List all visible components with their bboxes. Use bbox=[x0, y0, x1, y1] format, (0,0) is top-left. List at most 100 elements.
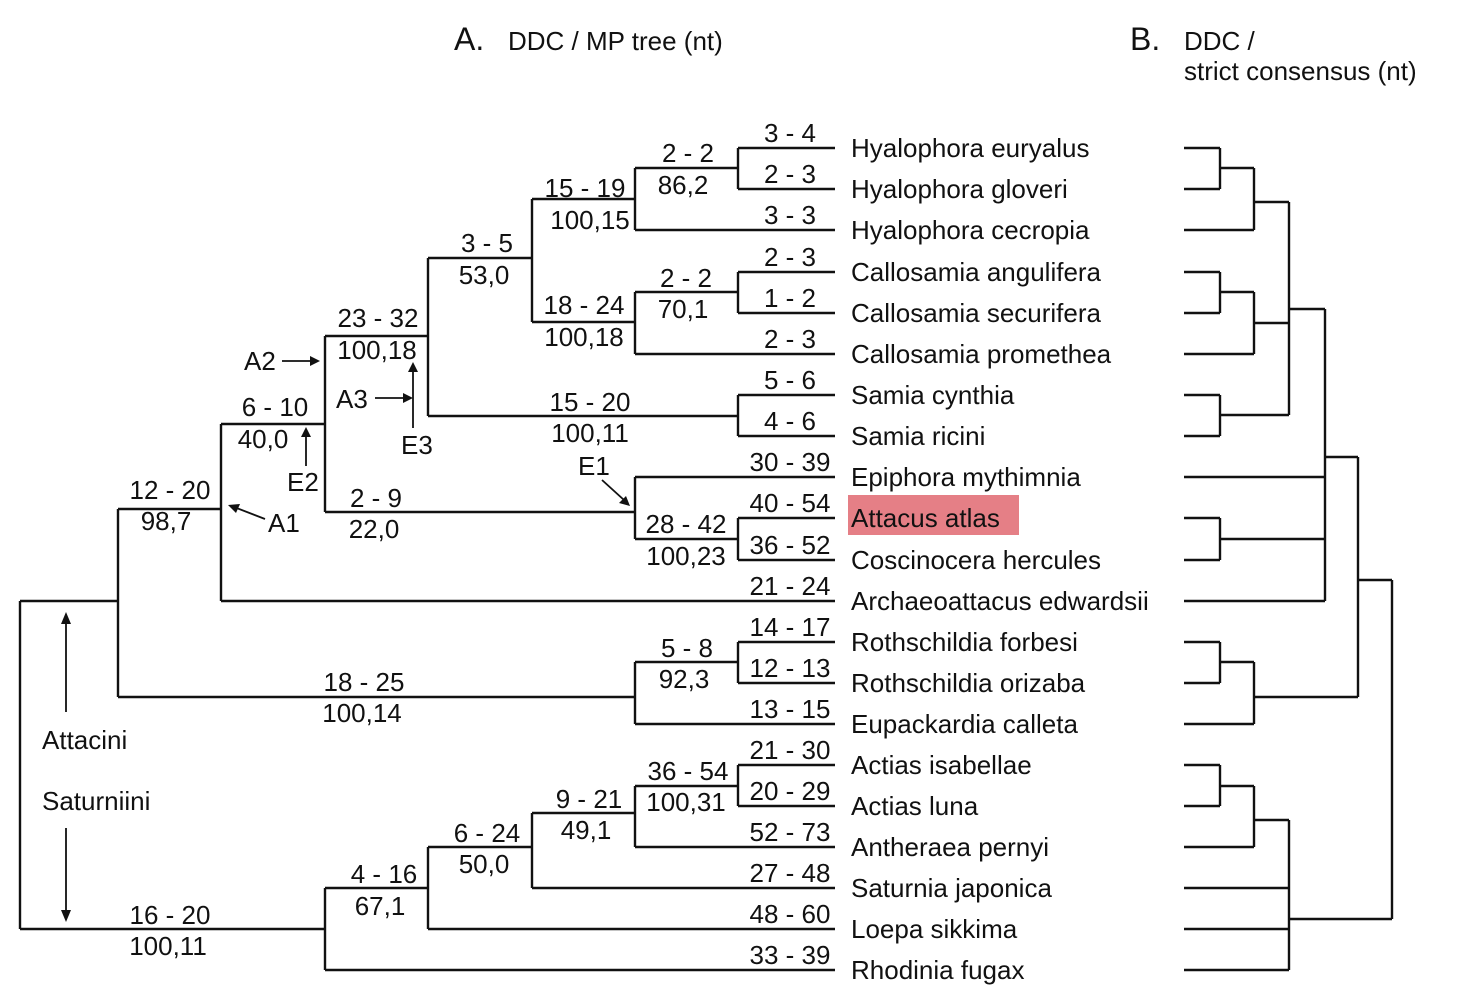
ilabel-loepa-node-bottom: 67,1 bbox=[355, 891, 406, 921]
annot-saturniini: Saturniini bbox=[42, 786, 150, 816]
ilabel-roth-branch-bottom: 100,14 bbox=[322, 698, 402, 728]
ilabel-actias-bottom: 100,31 bbox=[646, 787, 726, 817]
tlabel-18: 27 - 48 bbox=[750, 858, 831, 888]
taxon-18: Saturnia japonica bbox=[851, 873, 1052, 903]
taxon-10: Coscinocera hercules bbox=[851, 545, 1101, 575]
ilabel-callo-as-bottom: 70,1 bbox=[658, 294, 709, 324]
tlabel-13: 12 - 13 bbox=[750, 653, 831, 683]
panel-a-title-text: DDC / MP tree (nt) bbox=[508, 26, 723, 56]
ilabel-actias-top: 36 - 54 bbox=[648, 756, 729, 786]
taxon-11: Archaeoattacus edwardsii bbox=[851, 586, 1149, 616]
panel-b-title: B. DDC / strict consensus (nt) bbox=[1130, 21, 1417, 86]
taxon-2: Hyalophora cecropia bbox=[851, 215, 1090, 245]
annot-a1: A1 bbox=[268, 508, 300, 538]
ilabel-samia-bottom: 100,11 bbox=[551, 418, 629, 448]
tlabel-9: 40 - 54 bbox=[750, 488, 831, 518]
annot-attacini: Attacini bbox=[42, 725, 127, 755]
taxon-13: Rothschildia orizaba bbox=[851, 668, 1086, 698]
taxon-14: Eupackardia calleta bbox=[851, 709, 1078, 739]
tlabel-6: 5 - 6 bbox=[764, 365, 816, 395]
ilabel-n610-top: 6 - 10 bbox=[242, 392, 309, 422]
tlabel-15: 21 - 30 bbox=[750, 735, 831, 765]
ilabel-hyal-bottom: 100,15 bbox=[550, 205, 630, 235]
taxon-20: Rhodinia fugax bbox=[851, 955, 1024, 985]
ilabel-n610-bottom: 40,0 bbox=[238, 424, 289, 454]
panel-b-title-line2: strict consensus (nt) bbox=[1184, 56, 1417, 86]
annot-a2: A2 bbox=[244, 346, 276, 376]
taxon-7: Samia ricini bbox=[851, 421, 985, 451]
annot-a3: A3 bbox=[336, 384, 368, 414]
terminal-branch-labels: 3 - 4 2 - 3 3 - 3 2 - 3 1 - 2 2 - 3 5 - … bbox=[750, 118, 831, 970]
ilabel-roth-top: 5 - 8 bbox=[661, 633, 713, 663]
ilabel-hyal-gl-bottom: 86,2 bbox=[658, 170, 709, 200]
tlabel-12: 14 - 17 bbox=[750, 612, 831, 642]
taxon-0: Hyalophora euryalus bbox=[851, 133, 1089, 163]
ilabel-samia-top: 15 - 20 bbox=[550, 387, 631, 417]
taxon-15: Actias isabellae bbox=[851, 750, 1032, 780]
ilabel-attacini-top: 12 - 20 bbox=[130, 475, 211, 505]
ilabel-hyal-top: 15 - 19 bbox=[545, 173, 626, 203]
tlabel-7: 4 - 6 bbox=[764, 406, 816, 436]
tlabel-1: 2 - 3 bbox=[764, 159, 816, 189]
ilabel-eac-bottom: 100,23 bbox=[646, 541, 726, 571]
ilabel-roth-branch-top: 18 - 25 bbox=[324, 667, 405, 697]
tree-a-branches bbox=[18, 146, 835, 972]
internal-branch-labels: 2 - 2 86,2 15 - 19 100,15 3 - 5 53,0 2 -… bbox=[129, 138, 728, 961]
taxon-labels: Hyalophora euryalus Hyalophora gloveri H… bbox=[851, 133, 1149, 985]
taxon-8: Epiphora mythimnia bbox=[851, 462, 1081, 492]
tlabel-2: 3 - 3 bbox=[764, 200, 816, 230]
tlabel-17: 52 - 73 bbox=[750, 817, 831, 847]
ilabel-hyal-callo-top: 3 - 5 bbox=[461, 228, 513, 258]
ilabel-hcs-bottom: 100,18 bbox=[337, 335, 417, 365]
annot-e3: E3 bbox=[401, 430, 433, 460]
panel-a-letter: A. bbox=[454, 21, 484, 57]
attacus-highlight bbox=[848, 495, 1019, 535]
tlabel-16: 20 - 29 bbox=[750, 776, 831, 806]
ilabel-saturniini-bottom: 100,11 bbox=[129, 931, 207, 961]
tlabel-0: 3 - 4 bbox=[764, 118, 816, 148]
ilabel-eac-top: 28 - 42 bbox=[646, 509, 727, 539]
taxon-19: Loepa sikkima bbox=[851, 914, 1018, 944]
ilabel-hcs-top: 23 - 32 bbox=[338, 303, 419, 333]
ilabel-callo-top: 18 - 24 bbox=[544, 290, 625, 320]
ilabel-sat-core-top: 6 - 24 bbox=[454, 818, 521, 848]
taxon-17: Antheraea pernyi bbox=[851, 832, 1049, 862]
panel-a-title: A. DDC / MP tree (nt) bbox=[454, 21, 723, 57]
tlabel-19: 48 - 60 bbox=[750, 899, 831, 929]
taxon-5: Callosamia promethea bbox=[851, 339, 1112, 369]
taxon-4: Callosamia securifera bbox=[851, 298, 1102, 328]
tlabel-10: 36 - 52 bbox=[750, 530, 831, 560]
annotation-arrows bbox=[61, 356, 630, 922]
ilabel-hyal-callo-bottom: 53,0 bbox=[459, 260, 510, 290]
tlabel-8: 30 - 39 bbox=[750, 447, 831, 477]
tlabel-4: 1 - 2 bbox=[764, 283, 816, 313]
taxon-12: Rothschildia forbesi bbox=[851, 627, 1078, 657]
ilabel-attacini-bottom: 98,7 bbox=[141, 506, 192, 536]
ilabel-hyal-gl-top: 2 - 2 bbox=[662, 138, 714, 168]
tlabel-20: 33 - 39 bbox=[750, 940, 831, 970]
ilabel-roth-bottom: 92,3 bbox=[659, 664, 710, 694]
ilabel-eac-branch-top: 2 - 9 bbox=[350, 483, 402, 513]
ilabel-act-ant-top: 9 - 21 bbox=[556, 784, 623, 814]
ilabel-loepa-node-top: 4 - 16 bbox=[351, 859, 418, 889]
ilabel-callo-bottom: 100,18 bbox=[544, 322, 624, 352]
tlabel-5: 2 - 3 bbox=[764, 324, 816, 354]
tlabel-14: 13 - 15 bbox=[750, 694, 831, 724]
tlabel-11: 21 - 24 bbox=[750, 571, 831, 601]
ilabel-saturniini-top: 16 - 20 bbox=[130, 900, 211, 930]
taxon-3: Callosamia angulifera bbox=[851, 257, 1102, 287]
ilabel-callo-as-top: 2 - 2 bbox=[660, 263, 712, 293]
taxon-1: Hyalophora gloveri bbox=[851, 174, 1068, 204]
annotation-labels: A1 A2 A3 E2 E3 E1 Attacini Saturniini bbox=[42, 346, 610, 816]
ilabel-act-ant-bottom: 49,1 bbox=[561, 815, 612, 845]
panel-b-title-line1: DDC / bbox=[1184, 26, 1256, 56]
taxon-16: Actias luna bbox=[851, 791, 979, 821]
ilabel-sat-core-bottom: 50,0 bbox=[459, 849, 510, 879]
tlabel-3: 2 - 3 bbox=[764, 242, 816, 272]
annot-e1: E1 bbox=[578, 451, 610, 481]
annot-e2: E2 bbox=[287, 467, 319, 497]
panel-b-letter: B. bbox=[1130, 21, 1160, 57]
taxon-9: Attacus atlas bbox=[851, 503, 1000, 533]
ilabel-eac-branch-bottom: 22,0 bbox=[349, 514, 400, 544]
